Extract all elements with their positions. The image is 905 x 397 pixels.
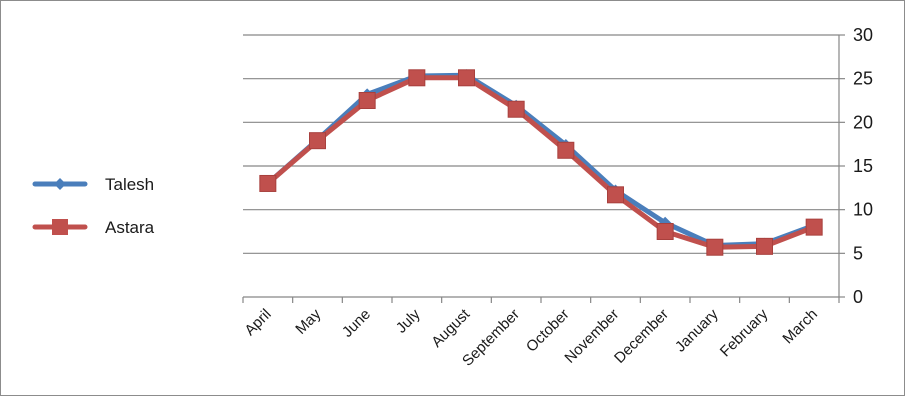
- legend-label-talesh: Talesh: [105, 175, 154, 194]
- x-tick-label: February: [717, 305, 772, 360]
- data-point-square: [706, 238, 724, 256]
- gridlines: [243, 34, 839, 254]
- x-tick-label: December: [611, 306, 672, 367]
- data-markers: [259, 69, 823, 256]
- y-tick-label: 20: [853, 112, 873, 132]
- data-point-square: [756, 237, 773, 255]
- data-point-square: [458, 69, 475, 87]
- series-line-talesh: [265, 72, 817, 248]
- y-tick-label: 5: [853, 243, 863, 263]
- series-lines: [265, 72, 817, 250]
- data-point-square: [805, 218, 823, 236]
- x-tick-label: July: [393, 305, 424, 336]
- y-tick-label: 15: [853, 156, 873, 176]
- data-point-square: [408, 69, 426, 87]
- x-tick-label: March: [779, 306, 820, 347]
- legend-square-marker: [52, 219, 68, 235]
- data-point-square: [309, 132, 326, 150]
- data-point-square: [358, 92, 376, 109]
- y-tick-label: 0: [853, 287, 863, 307]
- data-point-square: [259, 174, 277, 192]
- y-tick-label: 30: [853, 25, 873, 45]
- x-tick-label: June: [339, 306, 374, 341]
- data-point-square: [557, 141, 575, 159]
- axes: [242, 34, 845, 303]
- x-tick-label: October: [523, 306, 573, 356]
- y-axis-tick-labels: 0 5 10 15 20 25 30: [853, 25, 873, 307]
- x-tick-label: January: [672, 305, 722, 355]
- y-tick-label: 25: [853, 69, 873, 89]
- legend: Talesh Astara: [32, 175, 155, 237]
- y-tick-label: 10: [853, 200, 873, 220]
- x-tick-label: April: [241, 306, 274, 339]
- legend-label-astara: Astara: [105, 218, 155, 237]
- series-line-astara: [265, 75, 817, 250]
- data-point-square: [607, 186, 624, 204]
- legend-diamond-marker: [54, 178, 66, 190]
- x-tick-label: May: [292, 305, 324, 337]
- data-point-square: [507, 100, 525, 118]
- data-point-square: [656, 223, 674, 240]
- x-tick-label: August: [428, 305, 474, 351]
